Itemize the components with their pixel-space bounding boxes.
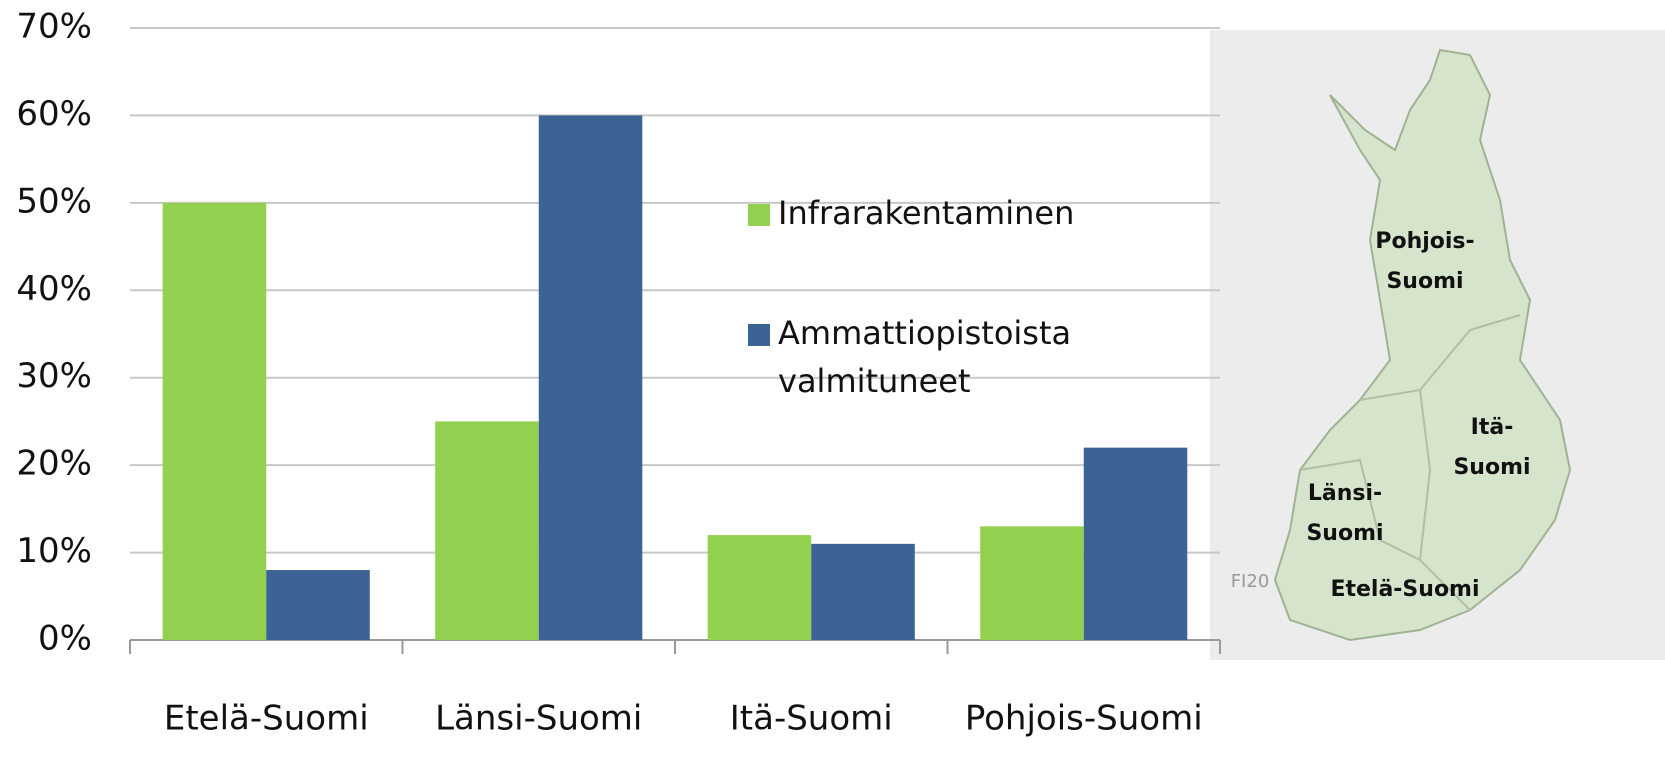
legend-swatch	[748, 204, 770, 226]
text-line: Pohjois-	[1375, 229, 1474, 254]
y-tick-label: 30%	[16, 356, 92, 396]
bar	[707, 535, 812, 640]
y-tick-label: 50%	[16, 181, 92, 221]
text-line: Suomi	[1386, 269, 1463, 294]
map-label: Etelä-Suomi	[1330, 577, 1479, 602]
legend-swatch	[748, 324, 770, 346]
text-line: valmituneet	[778, 362, 971, 400]
map-label: Pohjois- Suomi	[1375, 229, 1474, 294]
x-tick-label: Etelä-Suomi	[164, 699, 369, 739]
map-shape	[1273, 48, 1572, 642]
y-tick-label: 70%	[16, 7, 92, 47]
bar	[266, 570, 370, 640]
legend-label: Infrarakentaminen	[778, 194, 1074, 232]
map-borders	[1299, 314, 1521, 611]
bar	[811, 543, 915, 640]
map-label: Itä- Suomi	[1453, 415, 1530, 480]
bar	[538, 115, 643, 640]
y-tick-label: 20%	[16, 444, 92, 484]
text-line: Suomi	[1453, 455, 1530, 480]
text-line: Itä-	[1471, 415, 1514, 440]
x-tick-label: Pohjois-Suomi	[965, 699, 1203, 739]
bar	[1083, 447, 1188, 640]
text-line: Ammattiopistoista	[778, 314, 1071, 352]
x-tick-label: Länsi-Suomi	[435, 699, 642, 739]
x-tick-label: Itä-Suomi	[730, 699, 893, 739]
text-line: Länsi-	[1308, 481, 1382, 506]
bar	[435, 421, 539, 640]
bar	[162, 202, 267, 640]
text-line: Suomi	[1306, 521, 1383, 546]
y-tick-label: 10%	[16, 531, 92, 571]
map-label: FI20	[1231, 571, 1270, 592]
bar	[980, 526, 1084, 640]
y-tick-label: 60%	[16, 94, 92, 134]
y-tick-label: 0%	[38, 619, 92, 659]
y-tick-label: 40%	[16, 269, 92, 309]
legend-label: Ammattiopistoista valmituneet	[778, 314, 1071, 400]
map-label: Länsi- Suomi	[1306, 481, 1383, 546]
